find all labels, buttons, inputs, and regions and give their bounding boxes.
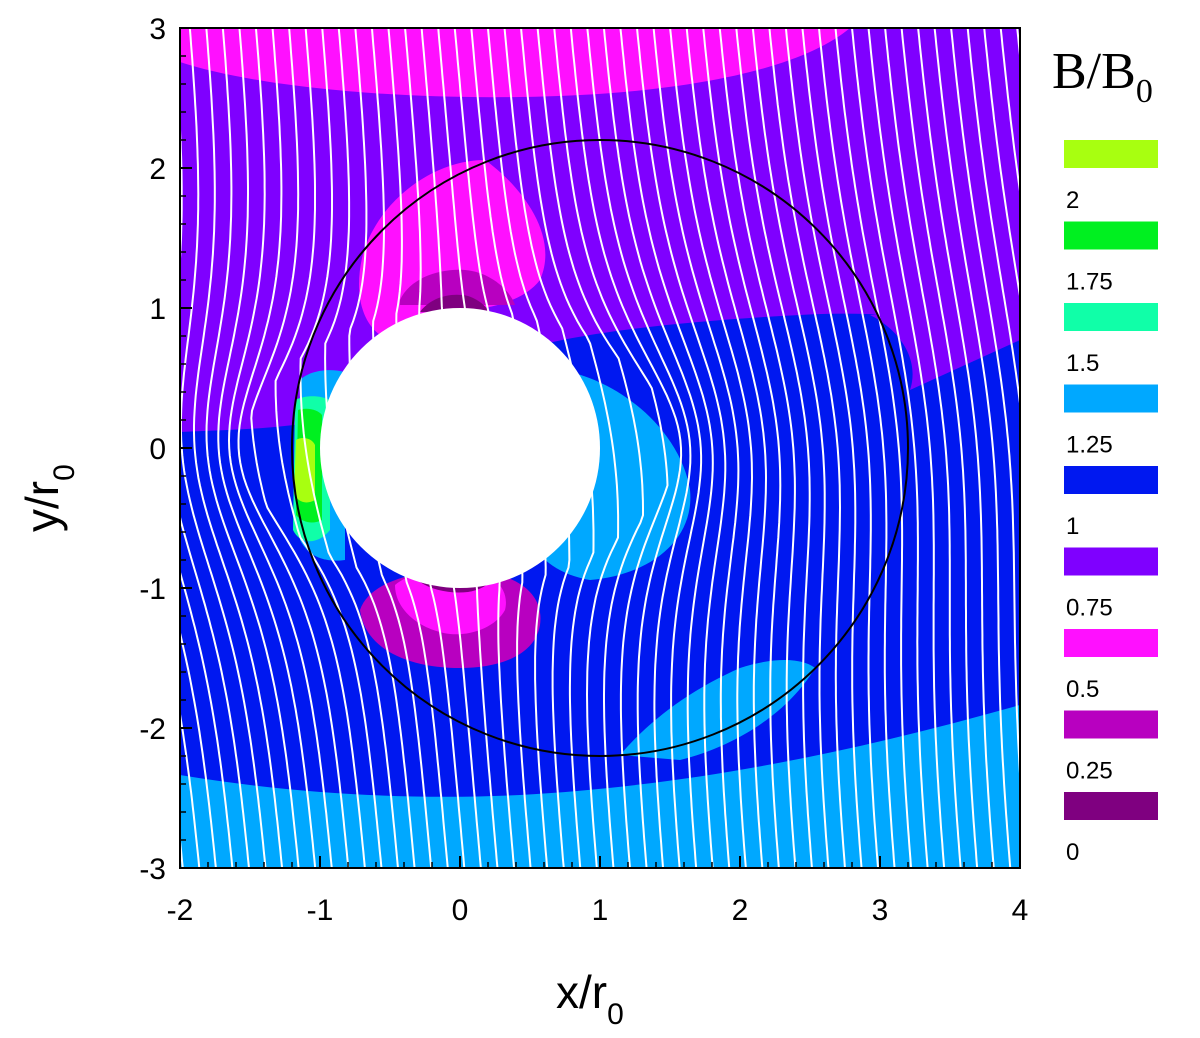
region-bottom-level-1-25 xyxy=(180,705,1020,868)
field-line xyxy=(867,28,946,868)
y-tick-label: 0 xyxy=(149,433,166,466)
y-tick-label: -2 xyxy=(139,713,166,746)
reference-circle xyxy=(291,139,909,757)
field-line xyxy=(933,28,1012,868)
x-tick-label: 0 xyxy=(452,894,469,927)
field-line xyxy=(685,28,768,868)
colorbar-legend: B/B0 2 1.75 1.5 1.25 1 0.75 0.5 0.25 0 xyxy=(1052,43,1158,866)
region-top-level-0-5 xyxy=(180,28,850,98)
x-tick-label: -1 xyxy=(307,894,334,927)
field-line xyxy=(966,28,1020,413)
field-line xyxy=(801,28,880,868)
field-line xyxy=(619,28,714,868)
field-line xyxy=(702,28,782,868)
legend-swatch xyxy=(1064,303,1158,331)
field-line xyxy=(180,568,234,868)
field-line xyxy=(536,28,644,868)
legend-swatch xyxy=(1064,547,1158,576)
field-line xyxy=(250,28,366,868)
field-line xyxy=(851,28,929,868)
field-line xyxy=(193,28,284,868)
field-line xyxy=(784,28,863,868)
legend-label: 1.75 xyxy=(1066,269,1113,296)
field-line xyxy=(718,28,797,868)
field-line xyxy=(834,28,913,868)
y-axis: 3 2 1 0 -1 -2 -3 xyxy=(139,13,192,886)
y-tick-label: -3 xyxy=(139,853,166,886)
region-left-lobe-level-2 xyxy=(294,437,315,503)
field-line xyxy=(237,28,350,868)
field-lines xyxy=(55,0,1020,896)
region-right-level-0-75 xyxy=(870,300,1020,390)
legend-swatch xyxy=(1064,629,1158,657)
field-line xyxy=(669,28,754,868)
field-line xyxy=(217,28,317,868)
legend-label: 0.75 xyxy=(1066,595,1113,622)
field-line xyxy=(569,28,683,868)
x-tick-label: 3 xyxy=(872,894,889,927)
region-upper-core-level-0-25 xyxy=(400,269,515,305)
legend-label: 0.25 xyxy=(1066,758,1113,785)
x-tick-label: 2 xyxy=(732,894,749,927)
field-line xyxy=(636,28,727,868)
field-line xyxy=(274,28,383,868)
y-axis-title: y/r0 xyxy=(16,464,81,532)
field-line xyxy=(884,28,962,868)
legend-label: 2 xyxy=(1066,187,1079,214)
field-line xyxy=(817,28,896,868)
legend-swatch xyxy=(1064,221,1158,250)
legend-label: 1 xyxy=(1066,513,1079,540)
field-line xyxy=(768,28,846,868)
field-line xyxy=(586,28,692,868)
field-line xyxy=(205,28,300,868)
legend-label: 1.25 xyxy=(1066,432,1113,459)
legend-swatch xyxy=(1064,710,1158,739)
field-line xyxy=(983,28,1020,302)
field-line xyxy=(55,0,136,896)
y-tick-label: 3 xyxy=(149,13,166,46)
x-axis-title: x/r0 xyxy=(556,966,624,1031)
y-tick-label: -1 xyxy=(139,573,166,606)
field-line xyxy=(227,28,333,868)
field-line xyxy=(735,28,813,868)
field-line xyxy=(751,28,830,868)
y-tick-label: 2 xyxy=(149,153,166,186)
field-line xyxy=(900,28,979,868)
x-tick-label: -2 xyxy=(167,894,194,927)
obstacle-cylinder xyxy=(320,308,600,588)
legend-title: B/B0 xyxy=(1052,43,1153,110)
field-line xyxy=(999,28,1020,199)
y-tick-label: 1 xyxy=(149,293,166,326)
field-line xyxy=(180,708,201,868)
legend-label: 0.5 xyxy=(1066,676,1099,703)
field-line xyxy=(950,28,1020,791)
field-line xyxy=(520,28,620,868)
legend-swatch xyxy=(1064,792,1158,820)
legend-swatch xyxy=(1064,466,1158,494)
field-line xyxy=(299,28,399,868)
legend-swatch xyxy=(1064,384,1158,413)
field-line xyxy=(917,28,995,868)
field-line xyxy=(553,28,669,868)
plot-area xyxy=(55,0,1020,896)
legend-items: 2 1.75 1.5 1.25 1 0.75 0.5 0.25 0 xyxy=(1064,140,1158,866)
field-line xyxy=(180,628,217,868)
field-line xyxy=(72,0,153,896)
x-tick-label: 4 xyxy=(1012,894,1029,927)
region-lower-right-level-1-25 xyxy=(620,660,815,760)
x-axis: -2 -1 0 1 2 3 4 xyxy=(167,856,1029,927)
field-line xyxy=(652,28,740,868)
legend-swatch-top xyxy=(1064,140,1158,168)
field-line xyxy=(180,831,184,868)
legend-label: 1.5 xyxy=(1066,350,1099,377)
legend-label: 0 xyxy=(1066,839,1079,866)
x-tick-label: 1 xyxy=(592,894,609,927)
